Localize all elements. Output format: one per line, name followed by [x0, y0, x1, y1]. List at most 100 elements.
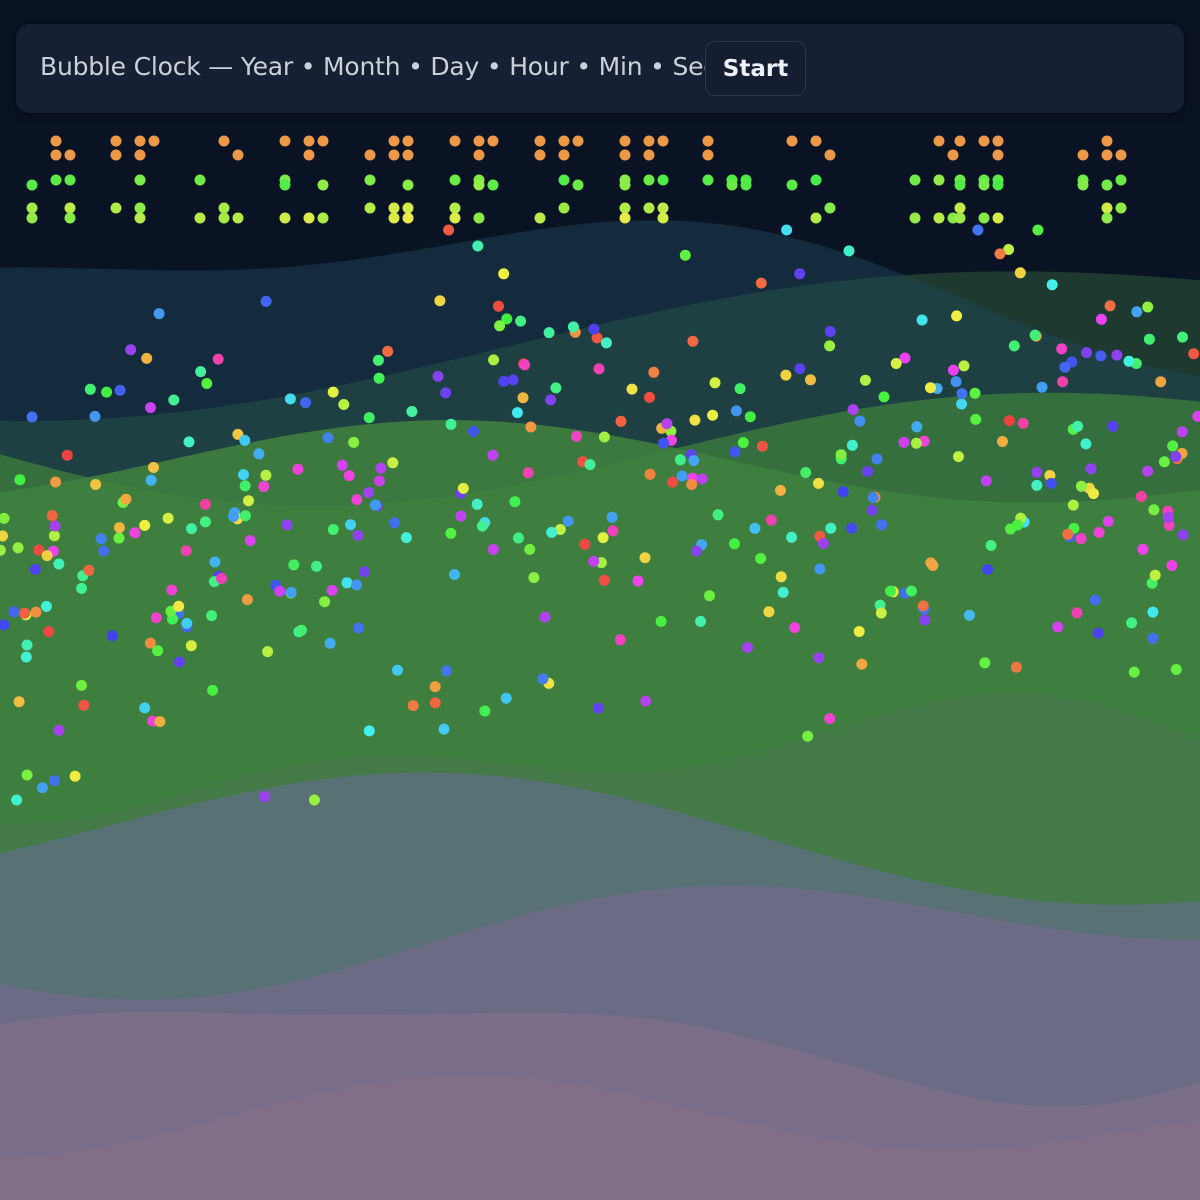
bubble: [1101, 202, 1113, 214]
bubble: [954, 202, 966, 214]
bubble: [406, 406, 418, 417]
bubble: [554, 524, 566, 535]
start-button[interactable]: Start: [705, 41, 806, 96]
bubble: [992, 179, 1004, 191]
bubble: [910, 437, 922, 449]
bubble: [1166, 560, 1178, 571]
bubble: [21, 639, 33, 651]
bubble: [619, 135, 631, 147]
bubble: [98, 545, 110, 557]
bubble: [786, 531, 798, 543]
bubble: [455, 510, 467, 522]
bubble: [134, 202, 146, 214]
bubble: [363, 487, 374, 499]
bubble: [953, 451, 964, 463]
bubble: [372, 354, 384, 366]
bubble: [856, 658, 868, 670]
bubble: [363, 725, 375, 737]
bubble: [473, 149, 485, 161]
bubble: [558, 174, 570, 186]
bubble: [810, 212, 822, 224]
bubble: [69, 770, 81, 782]
bubble: [847, 404, 859, 416]
bubble: [218, 135, 230, 147]
bubble: [336, 459, 348, 471]
bubble: [373, 372, 385, 384]
bubble: [1147, 632, 1159, 644]
bubble: [1104, 300, 1116, 312]
bubble: [64, 202, 76, 214]
bubble: [317, 212, 329, 224]
bubble: [740, 179, 752, 191]
bubble: [114, 384, 126, 396]
bubble: [958, 360, 970, 372]
bubble: [402, 179, 414, 191]
bubble: [449, 202, 461, 214]
bubble: [1077, 149, 1089, 161]
bubble: [702, 174, 714, 186]
bubble: [43, 626, 55, 637]
bubble: [878, 391, 890, 403]
bubble: [1057, 376, 1069, 388]
bubble: [1003, 244, 1015, 255]
bubble: [279, 179, 291, 191]
bubble: [800, 467, 812, 478]
bubble: [562, 515, 574, 527]
bubble: [292, 463, 304, 475]
bubble: [429, 681, 441, 693]
bubble: [755, 277, 767, 289]
bubble: [449, 569, 460, 580]
bubble: [657, 202, 669, 214]
bubble: [786, 135, 798, 147]
bubble: [168, 394, 180, 406]
bubble: [558, 202, 570, 214]
bubble: [661, 418, 673, 430]
wave: [0, 1075, 1200, 1200]
bubble: [951, 310, 963, 322]
bubble: [327, 524, 339, 535]
bubble: [129, 527, 141, 539]
bubble: [933, 174, 945, 186]
bubble: [729, 538, 740, 550]
bubble: [1071, 607, 1083, 619]
bubble: [1188, 348, 1200, 360]
bubble: [657, 135, 669, 147]
bubble: [402, 212, 414, 224]
bubble: [1135, 491, 1147, 502]
bubble: [775, 571, 787, 583]
bubble: [1155, 376, 1167, 388]
bubble: [909, 212, 921, 224]
bubble: [558, 135, 570, 147]
bubble: [876, 519, 888, 531]
bubble: [885, 585, 896, 597]
bubble: [802, 730, 814, 742]
bubble: [954, 212, 966, 224]
bubble: [345, 519, 357, 531]
bubble: [194, 174, 206, 186]
bubble: [1131, 306, 1143, 318]
bubble: [64, 174, 76, 186]
bubble: [835, 449, 847, 461]
bubble: [810, 135, 822, 147]
bubble: [658, 437, 670, 449]
bubble: [992, 212, 1004, 224]
bubble: [994, 248, 1006, 260]
bubble: [1107, 420, 1119, 432]
bubble: [985, 540, 997, 551]
bubble: [308, 794, 320, 806]
bubble: [992, 149, 1004, 161]
bubble: [185, 640, 197, 652]
bubble: [180, 545, 192, 557]
bubble: [443, 224, 455, 236]
bubble: [76, 582, 88, 594]
bubble: [729, 446, 741, 458]
bubble: [53, 724, 65, 736]
bubble: [41, 600, 52, 612]
bubble: [1095, 350, 1107, 362]
bubble: [709, 377, 721, 389]
bubble: [978, 135, 990, 147]
bubble: [640, 695, 652, 707]
bubble: [1137, 543, 1149, 555]
bubble: [364, 202, 376, 214]
bubble: [1126, 617, 1138, 629]
